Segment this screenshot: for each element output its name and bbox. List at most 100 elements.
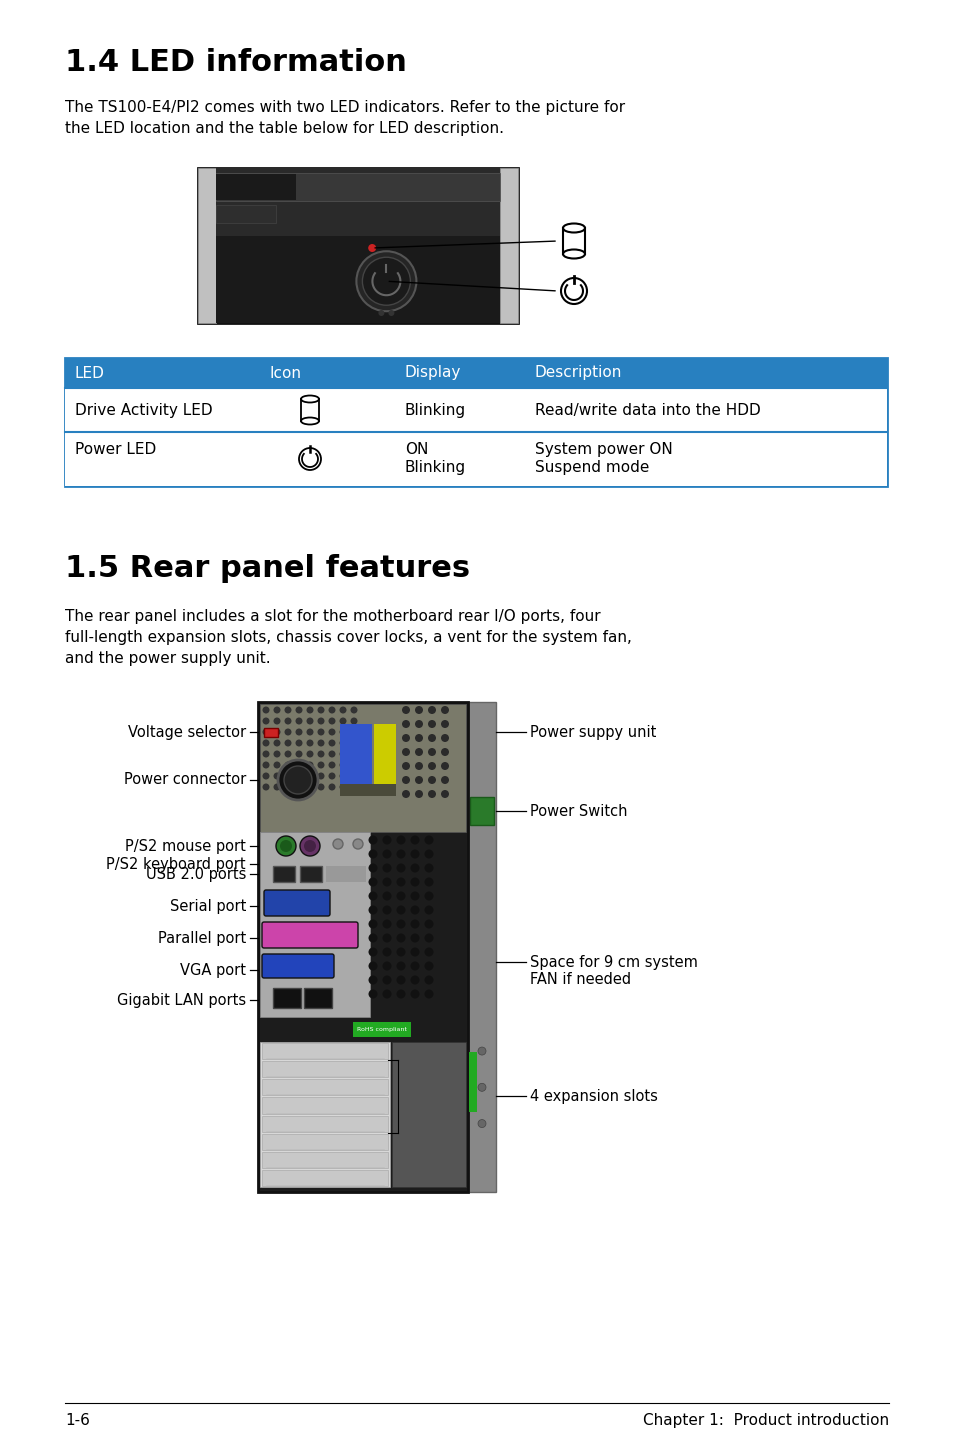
Bar	[468, 702, 496, 1192]
Text: 4 expansion slots: 4 expansion slots	[530, 1089, 658, 1104]
Circle shape	[317, 706, 324, 713]
Circle shape	[396, 919, 405, 929]
Circle shape	[368, 892, 377, 900]
Circle shape	[284, 766, 312, 794]
Circle shape	[477, 1083, 485, 1091]
Circle shape	[368, 863, 377, 873]
Circle shape	[424, 892, 433, 900]
Ellipse shape	[301, 417, 318, 424]
Circle shape	[428, 748, 436, 756]
Circle shape	[401, 789, 410, 798]
Bar	[339, 723, 372, 784]
Text: Icon: Icon	[270, 365, 302, 381]
Circle shape	[410, 892, 419, 900]
Circle shape	[295, 729, 302, 735]
Circle shape	[284, 751, 292, 758]
Circle shape	[284, 772, 292, 779]
Bar	[264, 728, 277, 738]
Bar	[262, 1080, 388, 1096]
Circle shape	[424, 933, 433, 942]
Bar	[215, 173, 499, 201]
Circle shape	[382, 962, 391, 971]
Bar	[262, 1152, 388, 1168]
Circle shape	[410, 835, 419, 844]
Circle shape	[317, 784, 324, 791]
Circle shape	[415, 777, 422, 784]
Circle shape	[440, 777, 449, 784]
Circle shape	[428, 789, 436, 798]
Text: System power ON: System power ON	[535, 441, 672, 457]
Circle shape	[339, 739, 346, 746]
Circle shape	[382, 975, 391, 985]
Text: VGA port: VGA port	[180, 962, 246, 978]
Circle shape	[262, 706, 269, 713]
Circle shape	[382, 850, 391, 858]
Circle shape	[328, 772, 335, 779]
Circle shape	[440, 720, 449, 728]
FancyBboxPatch shape	[353, 1022, 411, 1037]
Bar	[65, 431, 886, 486]
Text: P/S2 keyboard port: P/S2 keyboard port	[107, 857, 246, 871]
Circle shape	[306, 751, 314, 758]
Circle shape	[274, 739, 280, 746]
Circle shape	[382, 892, 391, 900]
Circle shape	[328, 739, 335, 746]
Circle shape	[339, 751, 346, 758]
Text: Suspend mode: Suspend mode	[535, 460, 649, 475]
Circle shape	[396, 975, 405, 985]
Circle shape	[424, 962, 433, 971]
Circle shape	[396, 877, 405, 886]
Text: Parallel port: Parallel port	[157, 930, 246, 946]
Circle shape	[350, 751, 357, 758]
Bar	[215, 168, 499, 236]
Circle shape	[295, 772, 302, 779]
Circle shape	[284, 729, 292, 735]
Ellipse shape	[301, 395, 318, 403]
Text: Gigabit LAN ports: Gigabit LAN ports	[117, 992, 246, 1008]
Circle shape	[333, 838, 343, 848]
Bar	[262, 1061, 388, 1077]
Circle shape	[382, 919, 391, 929]
Circle shape	[350, 762, 357, 768]
Circle shape	[396, 850, 405, 858]
Circle shape	[410, 962, 419, 971]
Circle shape	[262, 784, 269, 791]
Text: Power Switch: Power Switch	[530, 804, 627, 818]
Circle shape	[410, 906, 419, 915]
Circle shape	[317, 739, 324, 746]
Circle shape	[295, 706, 302, 713]
Bar	[339, 784, 395, 797]
Text: Space for 9 cm system
FAN if needed: Space for 9 cm system FAN if needed	[530, 955, 698, 988]
Circle shape	[317, 729, 324, 735]
Bar	[215, 174, 295, 200]
Circle shape	[410, 863, 419, 873]
Circle shape	[368, 989, 377, 998]
Circle shape	[350, 718, 357, 725]
Bar	[260, 1043, 390, 1186]
Bar	[257, 702, 468, 1192]
Circle shape	[424, 919, 433, 929]
FancyBboxPatch shape	[264, 890, 330, 916]
Circle shape	[396, 835, 405, 844]
Text: Power connector: Power connector	[124, 772, 246, 788]
Bar	[262, 1171, 388, 1186]
Circle shape	[424, 863, 433, 873]
Text: USB 2.0 ports: USB 2.0 ports	[146, 867, 246, 881]
Circle shape	[284, 739, 292, 746]
Circle shape	[401, 762, 410, 769]
Text: Display: Display	[405, 365, 461, 381]
Circle shape	[440, 706, 449, 715]
Text: RoHS compliant: RoHS compliant	[356, 1027, 407, 1032]
Circle shape	[339, 718, 346, 725]
Circle shape	[274, 751, 280, 758]
Circle shape	[262, 762, 269, 768]
Circle shape	[410, 989, 419, 998]
Circle shape	[410, 948, 419, 956]
Circle shape	[284, 762, 292, 768]
Circle shape	[295, 762, 302, 768]
Bar	[469, 1053, 476, 1112]
Circle shape	[304, 840, 315, 851]
Circle shape	[428, 777, 436, 784]
Circle shape	[378, 311, 384, 316]
Bar	[470, 797, 494, 825]
